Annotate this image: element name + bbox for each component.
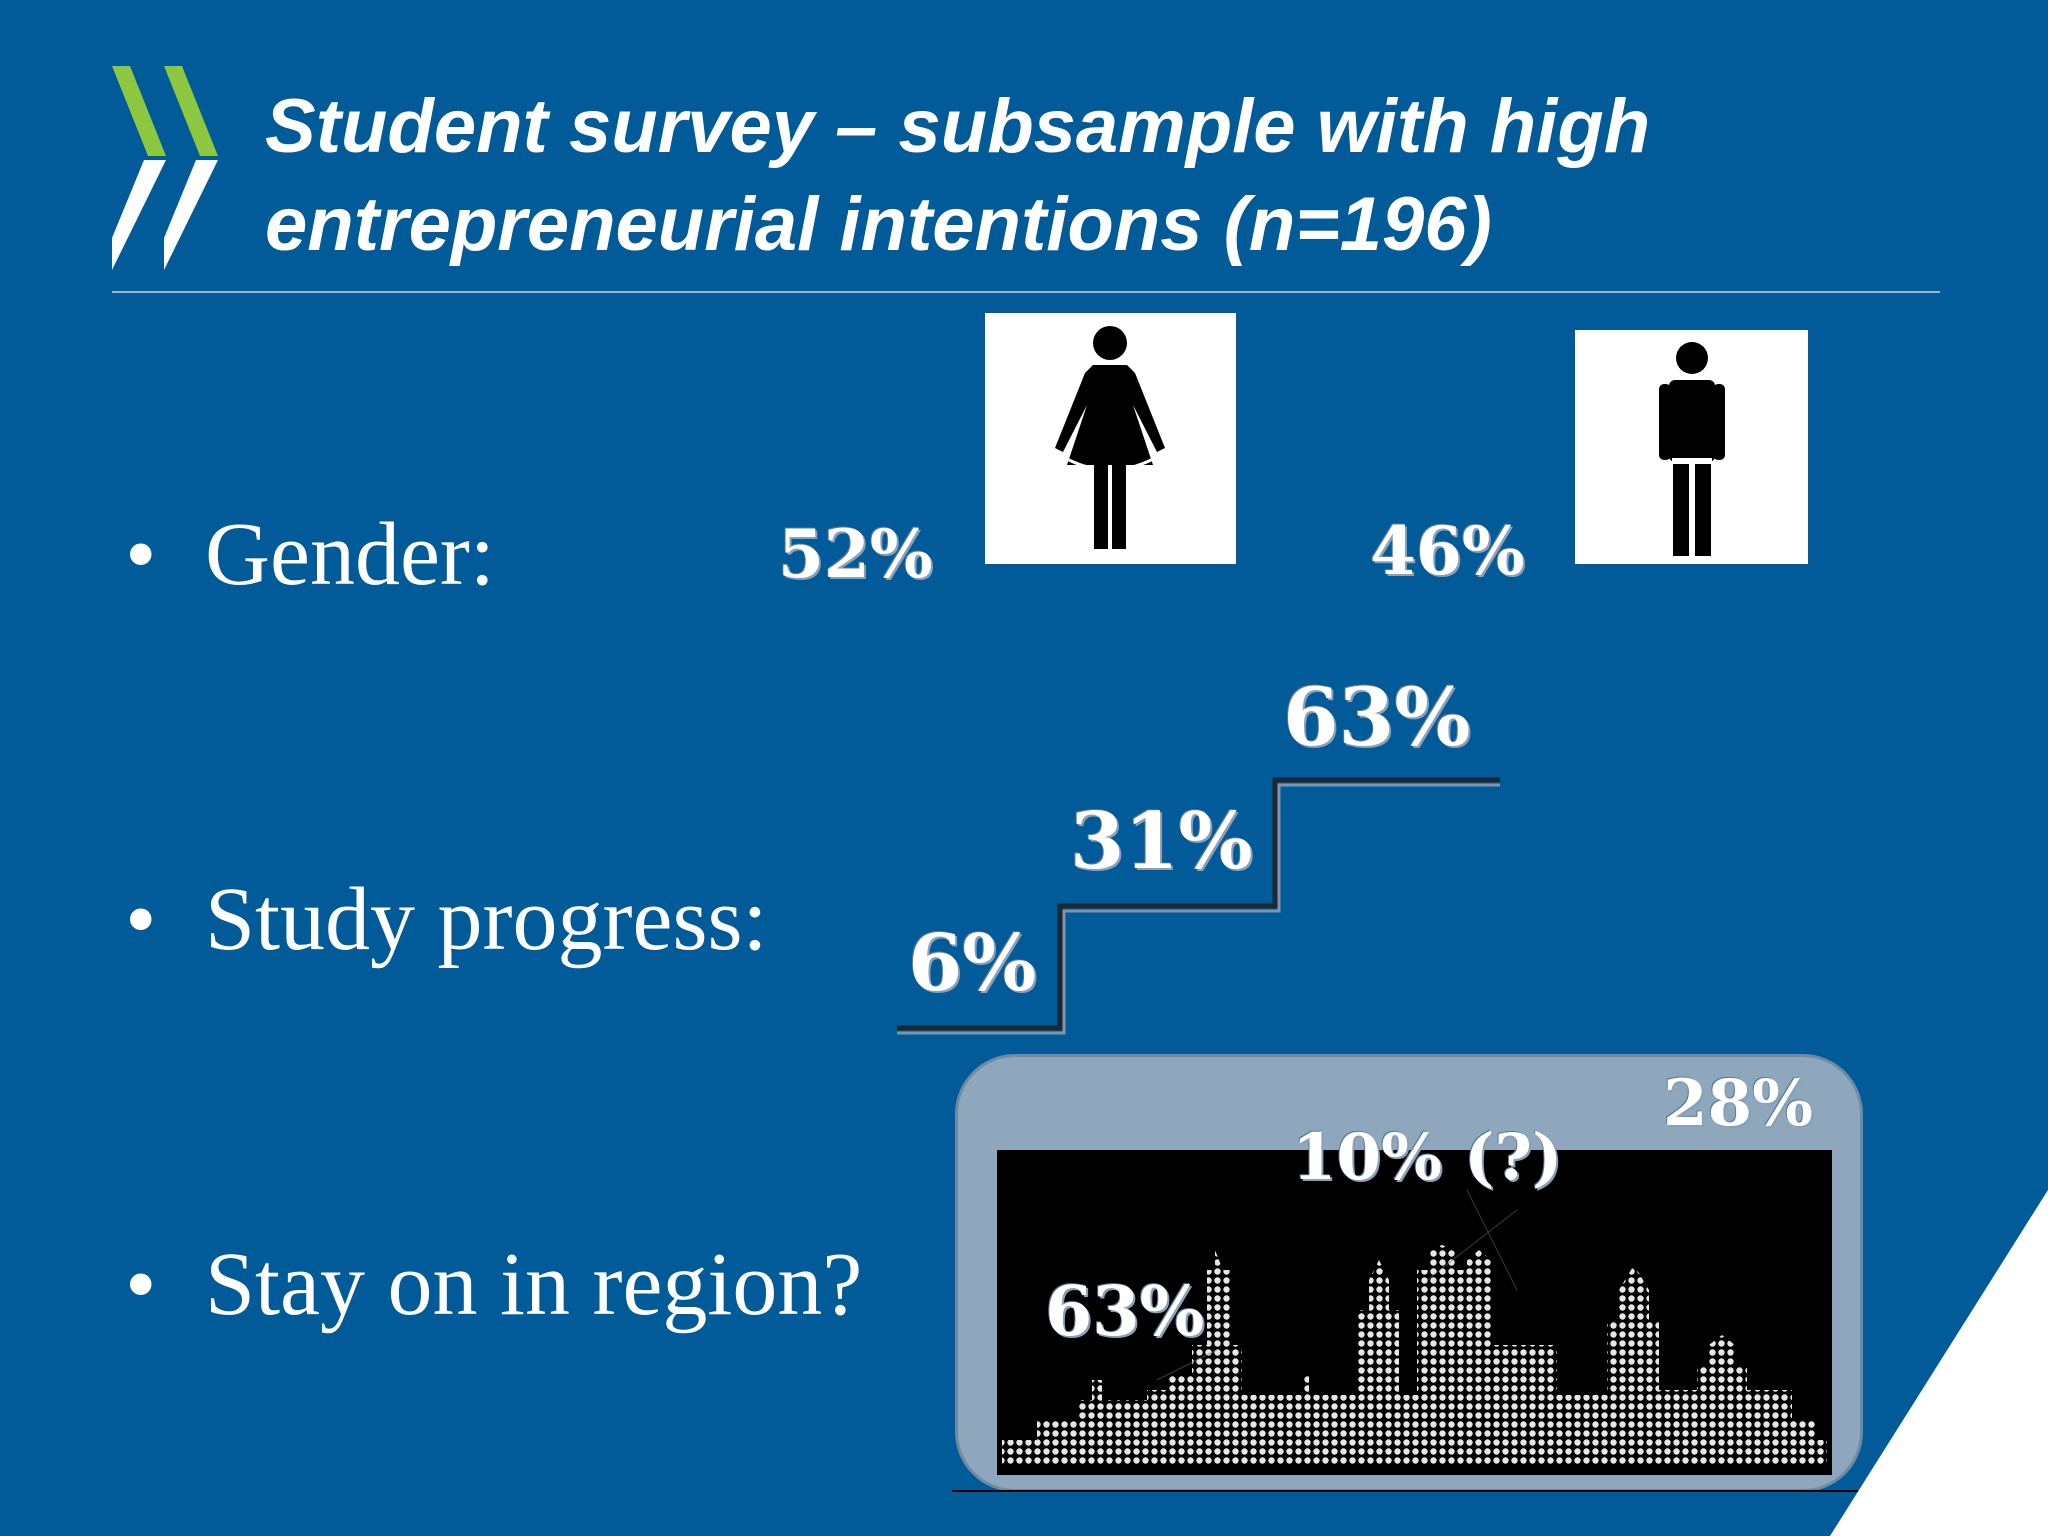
bullet-gender: • Gender:: [125, 505, 495, 605]
skyline-screen: [997, 1150, 1832, 1475]
region-leave-percentage: 28%: [1663, 1066, 1813, 1141]
corner-wedge: [1830, 1190, 2048, 1536]
study-step2-percentage: 31%: [1070, 796, 1253, 887]
bullet-study-progress: • Study progress:: [125, 870, 768, 970]
slide-title-line1: Student survey – subsample with high: [265, 84, 1651, 169]
male-percentage: 46%: [1370, 512, 1525, 590]
study-step1-percentage: 6%: [908, 918, 1037, 1009]
study-step3-percentage: 63%: [1283, 670, 1471, 764]
slide-title: Student survey – subsample with high ent…: [265, 78, 1915, 274]
female-figure-icon: [1055, 326, 1165, 549]
title-divider: [112, 291, 1940, 293]
bullet-dot: •: [125, 505, 157, 604]
bullet-study-progress-label: Study progress:: [205, 870, 768, 969]
city-skyline-icon: [1002, 1189, 1827, 1465]
bullet-stay-region: • Stay on in region?: [125, 1235, 862, 1335]
slide-title-line2: entrepreneurial intentions (n=196): [265, 182, 1492, 267]
oecd-chevron-logo-icon: [112, 66, 218, 270]
male-icon-box: [1575, 330, 1808, 564]
skyline-baseline: [952, 1490, 1858, 1492]
region-unknown-percentage: 10% (?): [1292, 1120, 1563, 1195]
bullet-dot: •: [125, 1235, 157, 1334]
staircase-graphic: [897, 777, 1500, 1035]
bullet-dot: •: [125, 870, 157, 969]
bullet-gender-label: Gender:: [205, 505, 495, 604]
male-figure-icon: [1659, 342, 1725, 556]
female-icon-box: [985, 313, 1236, 564]
female-percentage: 52%: [778, 515, 933, 593]
bullet-stay-region-label: Stay on in region?: [205, 1235, 863, 1334]
region-stay-percentage: 63%: [1045, 1272, 1205, 1352]
